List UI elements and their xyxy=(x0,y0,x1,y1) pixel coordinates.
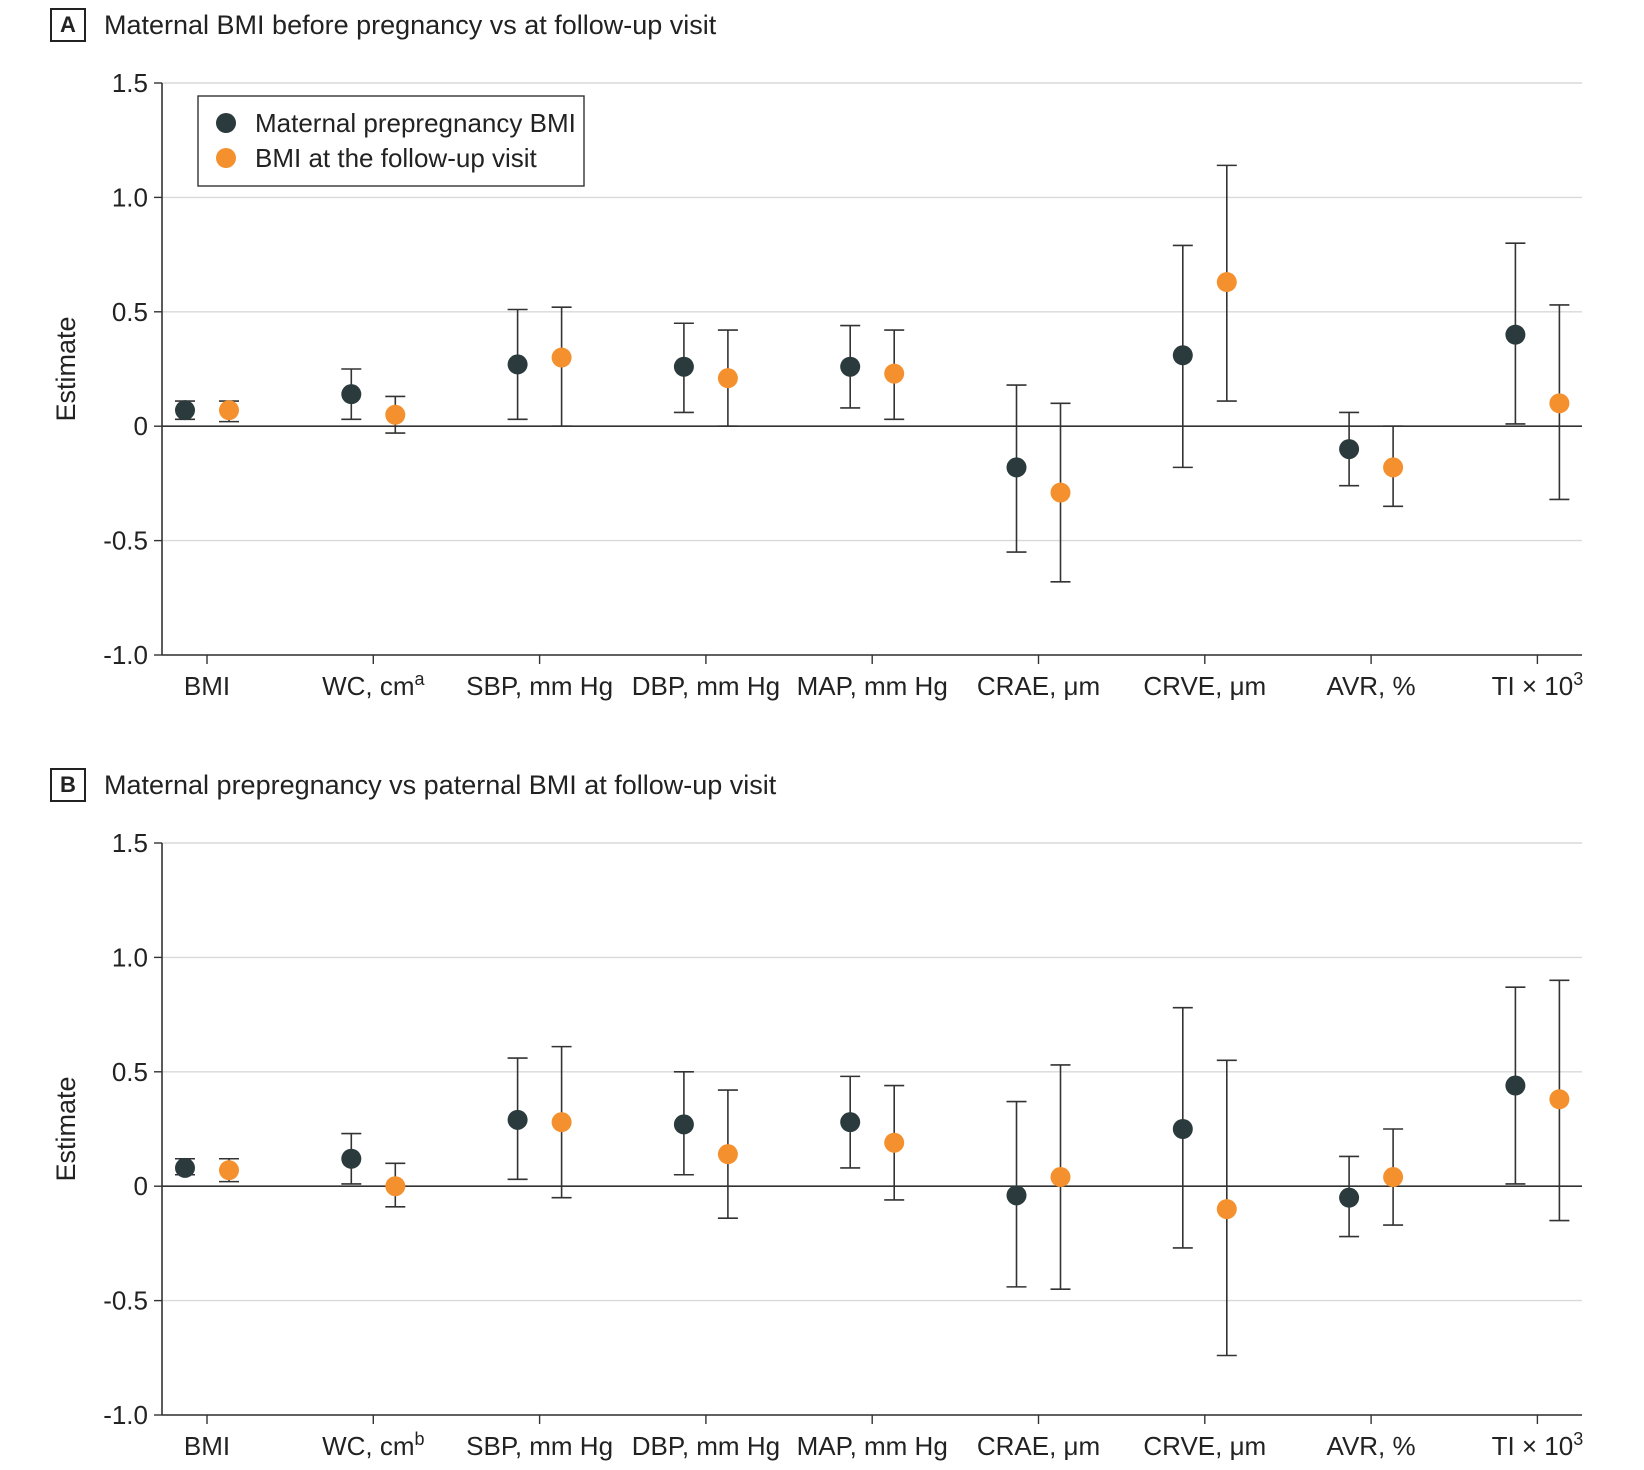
x-tick-label: WC, cma xyxy=(322,669,425,701)
x-tick-label: BMI xyxy=(184,1431,230,1461)
panel-b-chart: 1.5 1.0 0.5 0 -0.5 -1.0 Estimate BMI WC, cmb SBP,… xyxy=(51,828,1584,1461)
followup-point xyxy=(219,400,239,421)
x-tick-label: BMI xyxy=(184,671,230,701)
followup-point xyxy=(1549,393,1570,414)
x-tick-label: CRAE, μm xyxy=(977,671,1100,701)
y-axis-label: Estimate xyxy=(51,316,81,421)
legend-maternal-marker xyxy=(216,113,236,133)
panel-b-header: B Maternal prepregnancy vs paternal BMI … xyxy=(50,768,776,802)
maternal-point xyxy=(1006,1185,1027,1206)
followup-point xyxy=(1050,1167,1071,1188)
legend-followup-label: BMI at the follow-up visit xyxy=(255,143,538,173)
panel-b-letter: B xyxy=(50,768,86,802)
x-tick-label: SBP, mm Hg xyxy=(466,1431,613,1461)
x-tick-label: CRVE, μm xyxy=(1143,1431,1266,1461)
x-tick-label: TI × 103 xyxy=(1492,1429,1584,1461)
followup-point xyxy=(385,404,406,425)
legend-followup-marker xyxy=(216,148,236,168)
maternal-point xyxy=(341,1148,362,1169)
maternal-point xyxy=(1339,1187,1360,1208)
x-tick-label: WC, cmb xyxy=(322,1429,424,1461)
followup-point xyxy=(551,347,572,368)
maternal-point xyxy=(1339,439,1360,460)
y-tick-label: 0.5 xyxy=(112,1057,148,1087)
x-tick-label: MAP, mm Hg xyxy=(797,1431,948,1461)
x-tick-label: DBP, mm Hg xyxy=(632,1431,780,1461)
y-tick-label: 0.5 xyxy=(112,297,148,327)
maternal-point xyxy=(840,1112,861,1133)
maternal-point xyxy=(673,356,694,377)
y-tick-label: -1.0 xyxy=(103,640,148,670)
maternal-point xyxy=(1505,324,1526,345)
y-tick-label: -0.5 xyxy=(103,526,148,556)
y-tick-label: -1.0 xyxy=(103,1400,148,1430)
maternal-point xyxy=(175,1157,195,1178)
y-tick-label: 0 xyxy=(134,1171,148,1201)
x-tick-label: CRAE, μm xyxy=(977,1431,1100,1461)
followup-point xyxy=(1383,1167,1404,1188)
followup-point xyxy=(1050,482,1071,503)
y-axis-label: Estimate xyxy=(51,1076,81,1181)
y-tick-label: 1.5 xyxy=(112,68,148,98)
x-tick-label: AVR, % xyxy=(1327,1431,1416,1461)
maternal-point xyxy=(1172,345,1193,366)
x-tick-label: DBP, mm Hg xyxy=(632,671,780,701)
followup-point xyxy=(717,368,738,389)
followup-point xyxy=(1216,272,1237,293)
panel-a-header: A Maternal BMI before pregnancy vs at fo… xyxy=(50,8,716,42)
maternal-point xyxy=(507,354,528,375)
followup-point xyxy=(1216,1199,1237,1220)
x-tick-label-superscript: 3 xyxy=(1573,1429,1583,1449)
followup-point xyxy=(385,1176,406,1197)
y-tick-label: 1.0 xyxy=(112,182,148,212)
panel-a-chart: 1.5 1.0 0.5 0 -0.5 -1.0 Estimate BMI WC, cma SBP,… xyxy=(51,68,1584,701)
x-tick-label: CRVE, μm xyxy=(1143,671,1266,701)
x-tick-label-superscript: a xyxy=(415,669,426,689)
maternal-point xyxy=(1006,457,1027,478)
followup-point xyxy=(219,1160,239,1181)
followup-point xyxy=(551,1112,572,1133)
maternal-point xyxy=(840,356,861,377)
followup-point xyxy=(717,1144,738,1165)
legend-maternal-label: Maternal prepregnancy BMI xyxy=(255,108,576,138)
followup-point xyxy=(884,363,905,384)
y-tick-label: -0.5 xyxy=(103,1286,148,1316)
maternal-point xyxy=(673,1114,694,1135)
followup-point xyxy=(1549,1089,1570,1110)
panel-a-title: Maternal BMI before pregnancy vs at foll… xyxy=(104,9,717,40)
panel-a-letter: A xyxy=(50,8,86,42)
y-tick-label: 0 xyxy=(134,411,148,441)
followup-point xyxy=(884,1132,905,1153)
y-tick-label: 1.0 xyxy=(112,942,148,972)
maternal-point xyxy=(1172,1119,1193,1139)
maternal-point xyxy=(1505,1075,1526,1096)
followup-point xyxy=(1383,457,1404,478)
x-tick-label-superscript: 3 xyxy=(1573,669,1583,689)
x-tick-label: SBP, mm Hg xyxy=(466,671,613,701)
legend-box xyxy=(197,95,585,187)
x-tick-label: TI × 103 xyxy=(1492,669,1584,701)
maternal-point xyxy=(341,384,362,405)
x-tick-label-superscript: b xyxy=(415,1429,425,1449)
x-tick-label: MAP, mm Hg xyxy=(797,671,948,701)
x-tick-label: AVR, % xyxy=(1327,671,1416,701)
maternal-point xyxy=(507,1109,528,1130)
maternal-point xyxy=(175,400,195,421)
y-tick-label: 1.5 xyxy=(112,828,148,858)
panel-b-title: Maternal prepregnancy vs paternal BMI at… xyxy=(104,769,777,800)
